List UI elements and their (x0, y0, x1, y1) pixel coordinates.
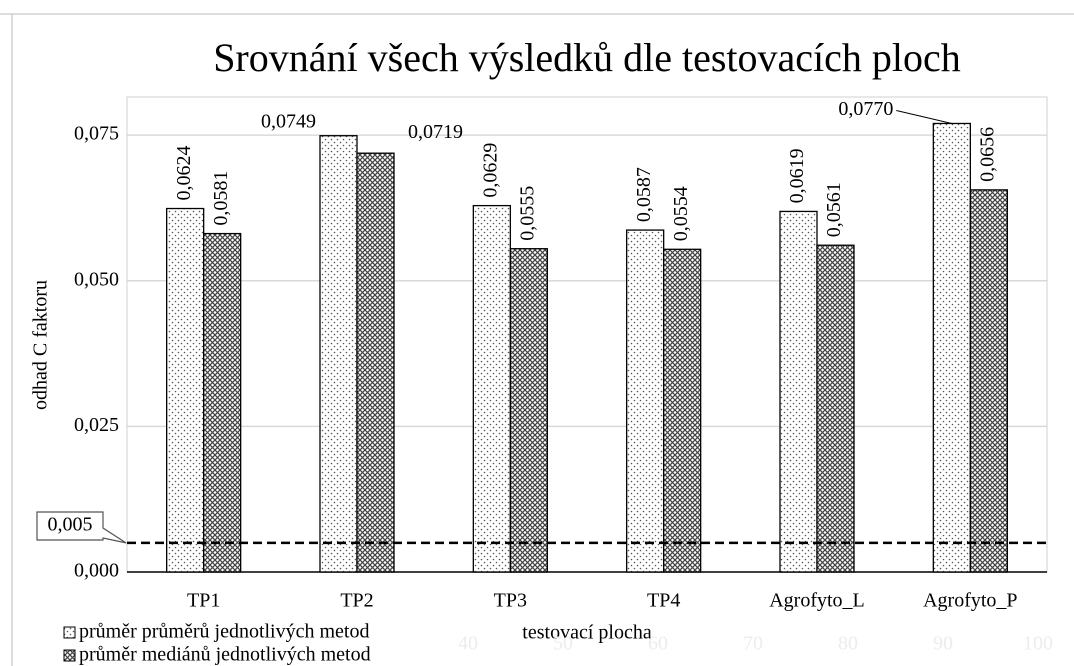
chart-title: Srovnání všech výsledků dle testovacích … (213, 35, 961, 80)
y-tick-label: 0,000 (74, 560, 119, 582)
x-tick-label: TP3 (494, 590, 527, 612)
background-label: 50 (553, 633, 573, 655)
background-label: 90 (933, 633, 953, 655)
background-label: 40 (458, 633, 478, 655)
x-tick-label: Agrofyto_P (923, 590, 1017, 612)
background-label: 60 (648, 633, 668, 655)
x-tick-label: TP1 (187, 590, 220, 612)
value-label: 0,0656 (976, 127, 998, 182)
value-label: 0,0619 (786, 148, 808, 203)
bar (203, 232, 242, 573)
bar (626, 229, 665, 573)
value-label: 0,0587 (633, 167, 655, 222)
y-tick-label: 0,025 (74, 414, 119, 436)
callout-box (36, 511, 127, 544)
bar (472, 204, 511, 573)
plot-border (126, 96, 1048, 573)
bar (663, 248, 702, 573)
bar (969, 189, 1008, 573)
legend-swatch (63, 626, 76, 639)
x-tick-label: TP2 (340, 590, 373, 612)
value-label: 0,0554 (670, 186, 692, 241)
background-label: 80 (838, 633, 858, 655)
legend-label: průměr průměrů jednotlivých metod (79, 621, 369, 643)
leader-line (896, 109, 952, 124)
legend-label: průměr mediánů jednotlivých metod (79, 644, 371, 666)
x-axis-label: testovací plocha (522, 622, 652, 644)
bar (932, 122, 971, 573)
background-label: 100 (1023, 633, 1053, 655)
bar (509, 248, 548, 573)
value-label: 0,0561 (823, 182, 845, 237)
value-label: 0,0555 (516, 186, 538, 241)
value-label: 0,0749 (261, 110, 316, 132)
legend-swatch (63, 649, 76, 662)
value-label: 0,0770 (838, 98, 893, 120)
bar (166, 207, 205, 573)
reference-label: 0,005 (48, 514, 93, 536)
value-label: 0,0629 (479, 143, 501, 198)
value-label: 0,0624 (173, 146, 195, 201)
bar (779, 210, 818, 573)
y-axis-label: odhad C faktoru (30, 280, 52, 410)
bar (356, 152, 395, 573)
x-tick-label: TP4 (647, 590, 680, 612)
background-label: 70 (743, 633, 763, 655)
y-tick-label: 0,050 (74, 268, 119, 290)
bar (816, 244, 855, 573)
value-label: 0,0719 (408, 121, 463, 143)
value-label: 0,0581 (210, 171, 232, 226)
bar (319, 135, 358, 573)
x-tick-label: Agrofyto_L (769, 590, 865, 612)
y-tick-label: 0,075 (74, 123, 119, 145)
